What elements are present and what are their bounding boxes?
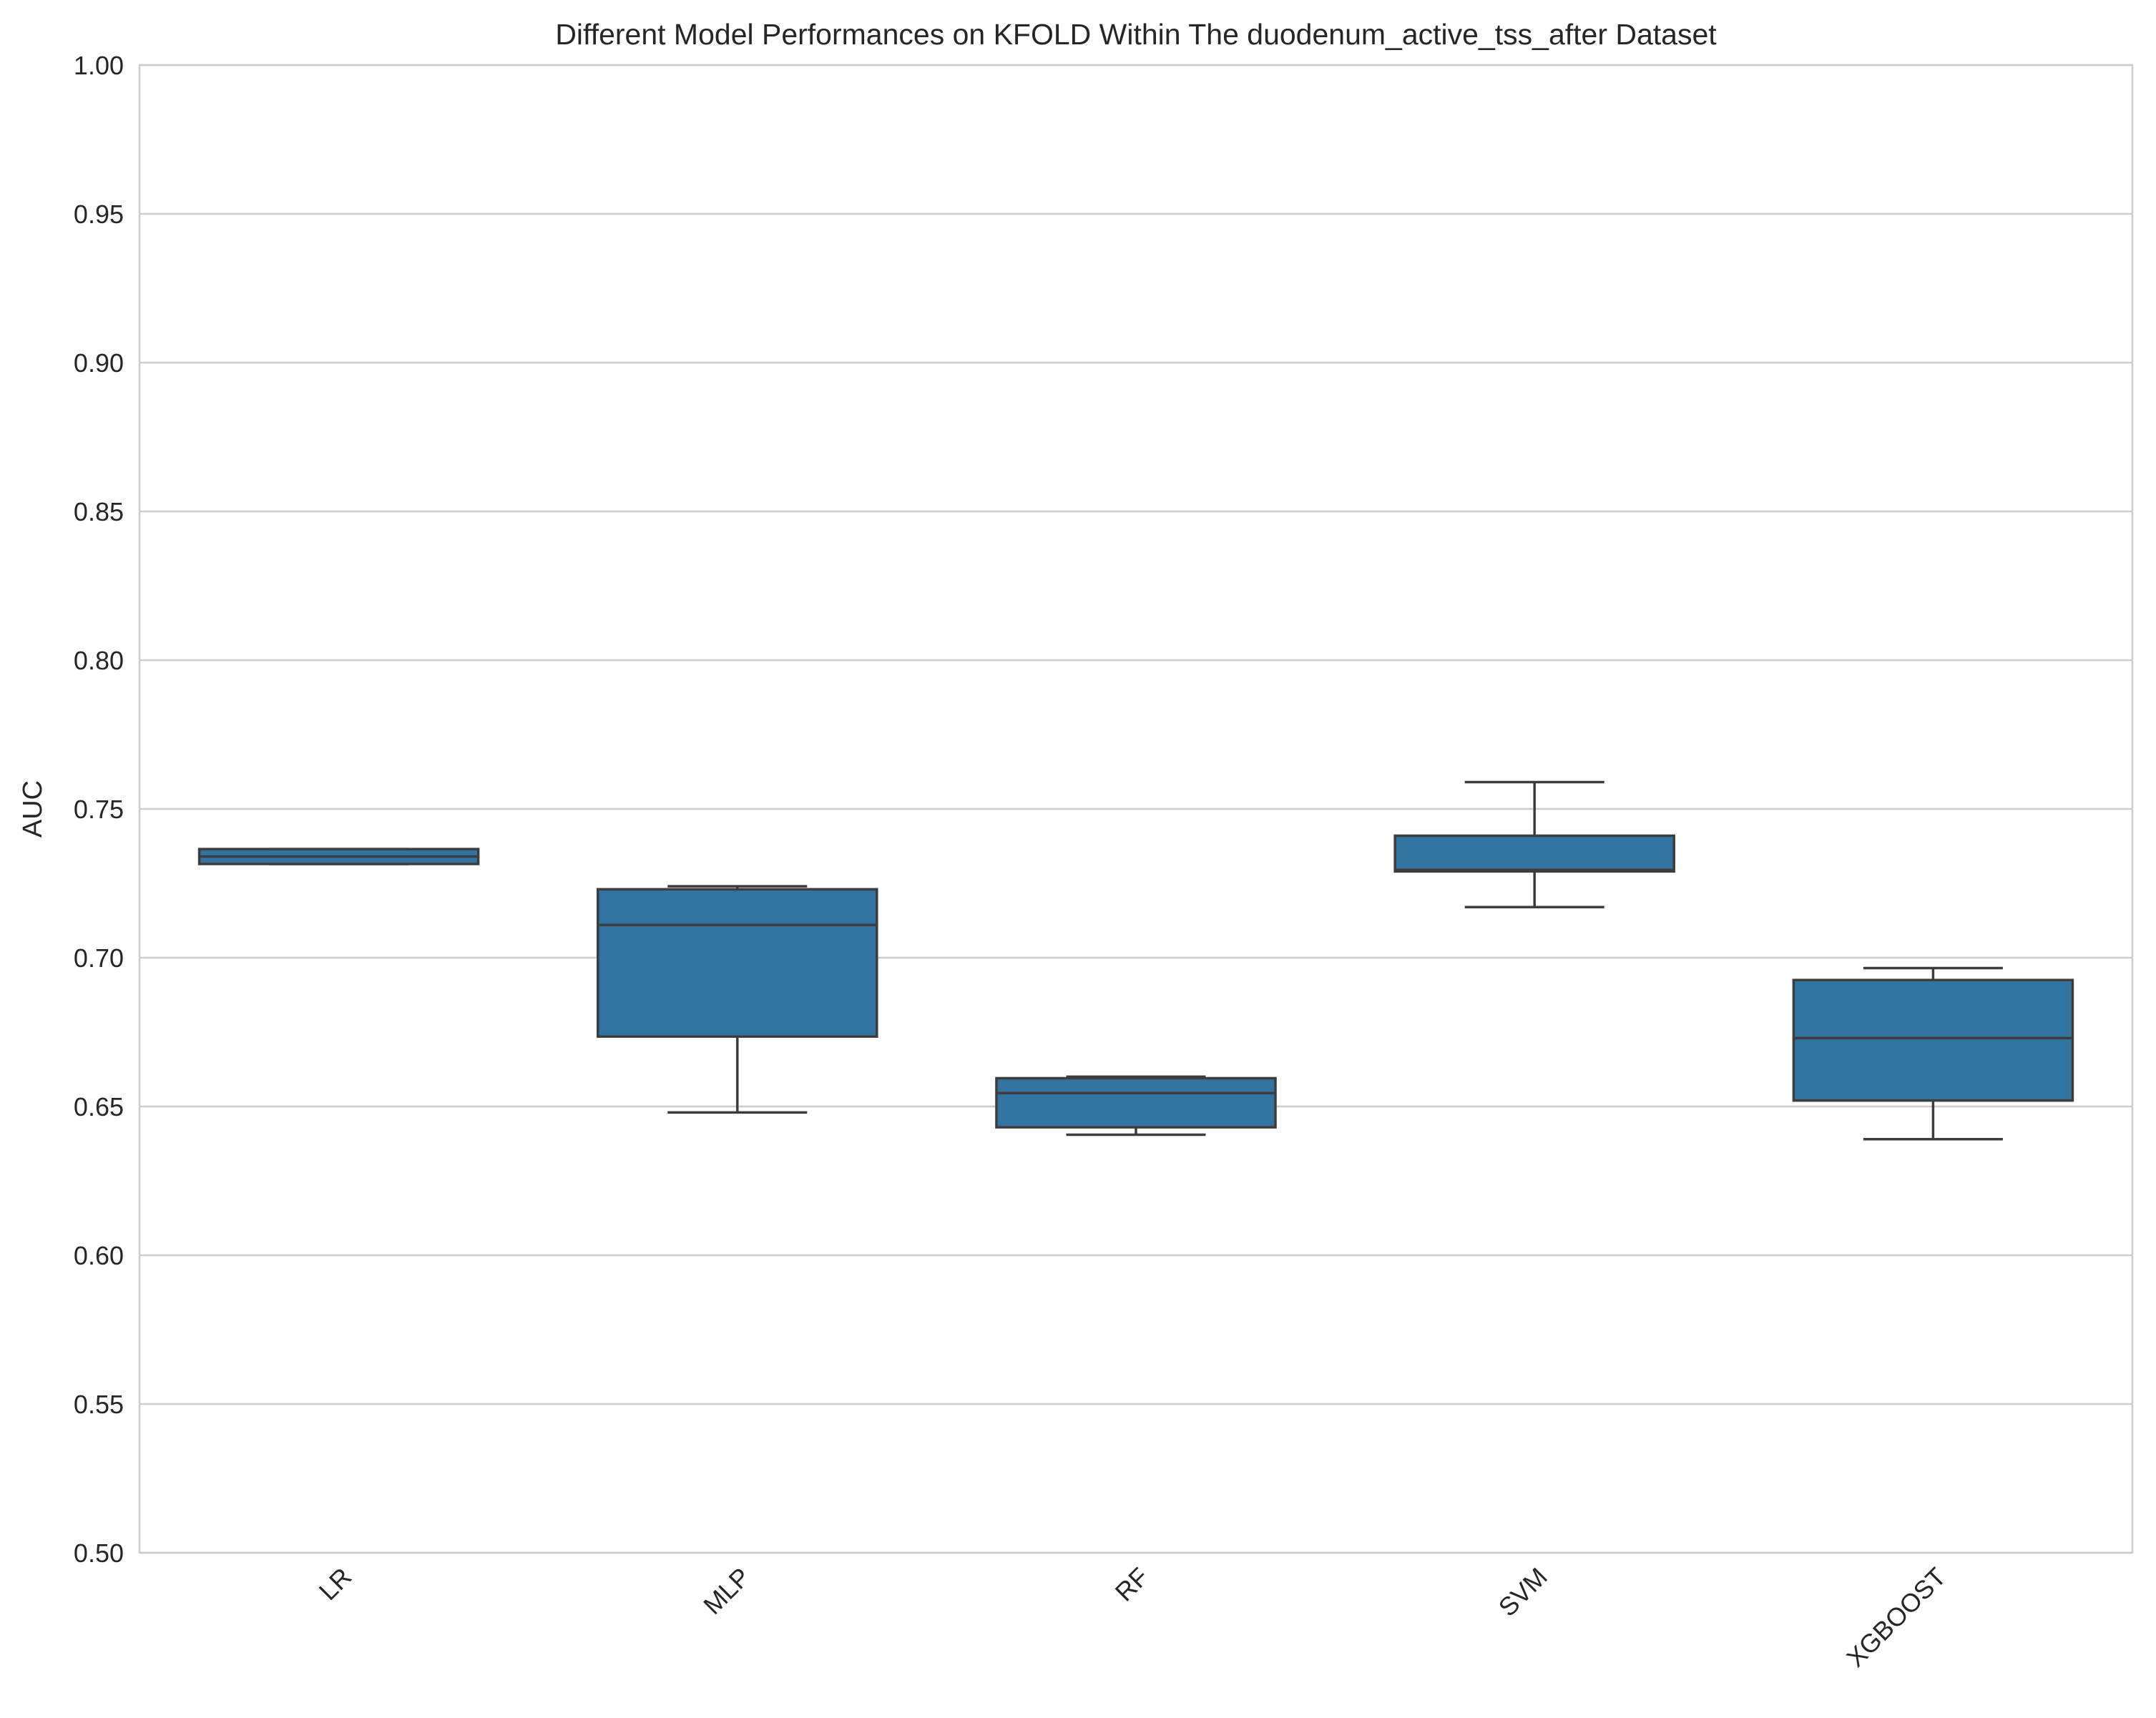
- box-mlp: [597, 885, 878, 1114]
- y-tick-label: 0.50: [74, 1538, 124, 1568]
- y-tick-label: 0.80: [74, 646, 124, 675]
- x-tick-label: XGBOOST: [1841, 1562, 1951, 1673]
- box-lr: [197, 848, 480, 865]
- x-tick-label: LR: [313, 1562, 358, 1606]
- chart-title: Different Model Performances on KFOLD Wi…: [555, 18, 1717, 51]
- y-tick-label: 0.90: [74, 348, 124, 378]
- y-tick-label: 0.85: [74, 497, 124, 526]
- x-tick-label: RF: [1109, 1562, 1155, 1607]
- y-tick-label: 0.60: [74, 1241, 124, 1270]
- box-xgboost: [1792, 966, 2074, 1141]
- y-tick-label: 0.75: [74, 795, 124, 824]
- y-tick-labels: 0.50 0.55 0.60 0.65 0.70 0.75 0.80 0.85 0.90 0.95…: [74, 51, 124, 1568]
- box-svm: [1393, 780, 1675, 909]
- x-tick-label: SVM: [1493, 1562, 1553, 1622]
- iqr-box: [1393, 834, 1675, 873]
- plot-frame: [138, 64, 2134, 1554]
- x-tick-label: MLP: [697, 1562, 755, 1620]
- y-tick-label: 0.95: [74, 200, 124, 229]
- y-axis-label: AUC: [18, 780, 48, 838]
- y-tick-label: 1.00: [74, 51, 124, 80]
- iqr-box: [597, 888, 878, 1038]
- iqr-box: [1792, 978, 2074, 1102]
- y-tick-label: 0.65: [74, 1092, 124, 1121]
- iqr-box: [995, 1076, 1277, 1129]
- boxes: [197, 780, 2074, 1141]
- y-tick-label: 0.55: [74, 1390, 124, 1419]
- box-rf: [995, 1075, 1277, 1137]
- y-tick-label: 0.70: [74, 943, 124, 973]
- x-tick-labels: LR MLP RF SVM XGBOOST: [313, 1562, 1951, 1673]
